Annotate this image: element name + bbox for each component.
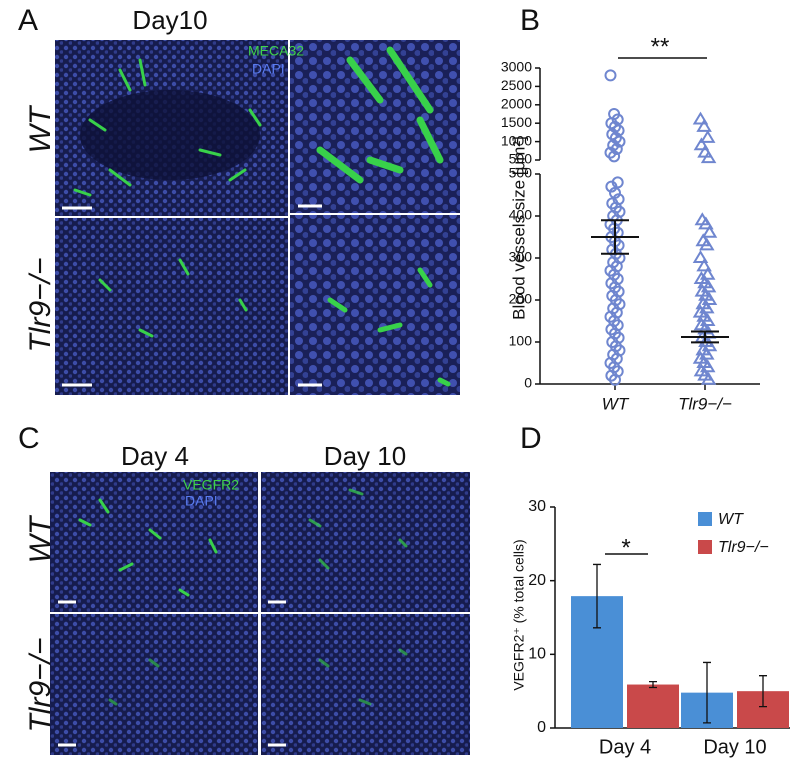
legend-swatch: [698, 540, 712, 554]
data-point: [612, 124, 625, 137]
y-tick-label: 100: [509, 333, 533, 349]
data-point: [608, 150, 621, 163]
panel-label: D: [520, 422, 542, 455]
y-tick-label: 30: [528, 498, 546, 515]
panel-title: Day10: [132, 5, 207, 35]
y-tick-label: 0: [524, 375, 532, 391]
x-tick-label: Day 10: [703, 736, 766, 758]
data-point: [699, 359, 716, 373]
data-point: [701, 292, 718, 305]
data-point: [693, 137, 710, 151]
y-tick-label: 500: [509, 151, 533, 167]
y-axis-label: VEGFR2⁺ (% total cells): [511, 539, 527, 690]
panel-label: C: [18, 422, 40, 455]
stain-label: MECA32: [248, 43, 304, 59]
data-point: [604, 146, 617, 159]
data-point: [699, 266, 716, 280]
data-point: [699, 346, 715, 360]
data-point: [692, 111, 709, 125]
data-point: [699, 300, 715, 314]
row-label: Tlr9−/−: [24, 257, 57, 352]
data-point: [700, 371, 717, 385]
row-label: Tlr9−/−: [24, 637, 57, 732]
data-point: [701, 224, 718, 238]
y-tick-label: 2500: [501, 77, 532, 93]
y-tick-label: 400: [509, 207, 533, 223]
stain-label: DAPI: [185, 493, 218, 509]
y-tick-label: 500: [509, 165, 533, 181]
data-point: [696, 258, 712, 272]
micrographs-a: [55, 40, 460, 395]
data-point: [696, 118, 712, 132]
y-tick-label: 10: [528, 646, 546, 663]
y-axis-label: Blood vessels size [μm²]: [509, 136, 528, 320]
y-tick-label: 200: [509, 291, 533, 307]
stain-label: DAPI: [252, 61, 285, 77]
y-tick-label: 0: [537, 719, 546, 736]
significance: **: [651, 33, 670, 60]
bar: [627, 684, 679, 728]
row-label: WT: [24, 104, 57, 153]
error-bar: [703, 661, 711, 724]
data-point: [700, 279, 717, 293]
data-point: [609, 131, 622, 144]
y-tick-label: 2000: [501, 96, 532, 112]
legend-label: WT: [718, 511, 744, 528]
data-point: [700, 150, 717, 164]
y-tick-label: 300: [509, 249, 533, 265]
data-point: [607, 139, 620, 152]
panel-label: A: [18, 4, 38, 37]
error-bar: [691, 330, 719, 344]
data-point: [610, 142, 623, 155]
column-label: Day 4: [121, 441, 189, 471]
data-point: [699, 129, 716, 143]
y-tick-label: 3000: [501, 59, 532, 75]
legend-label: Tlr9−/−: [718, 539, 769, 556]
y-tick-label: 20: [528, 572, 546, 589]
y-tick-label: 1500: [501, 114, 532, 130]
data-point: [609, 373, 621, 386]
data-point: [609, 186, 621, 199]
error-bar: [601, 219, 629, 255]
data-point: [605, 180, 618, 193]
column-label: Day 10: [324, 441, 406, 471]
y-tick-label: 1000: [501, 132, 532, 148]
data-point: [606, 128, 619, 141]
data-point: [698, 216, 714, 230]
legend-swatch: [698, 512, 712, 526]
data-point: [692, 250, 709, 263]
data-point: [613, 135, 626, 148]
data-point: [609, 120, 621, 133]
error-bar: [593, 563, 601, 629]
data-point: [699, 237, 715, 251]
error-bar: [759, 675, 767, 708]
panel-label: B: [520, 4, 540, 37]
data-point: [604, 69, 617, 82]
error-bar: [649, 680, 657, 689]
data-point: [605, 117, 618, 130]
row-label: WT: [24, 514, 57, 563]
significance: *: [621, 534, 630, 561]
data-point: [701, 338, 718, 352]
x-tick-label: Day 4: [599, 736, 651, 758]
data-point: [611, 113, 624, 126]
x-tick-label: Tlr9−/−: [678, 394, 732, 413]
data-point: [699, 313, 716, 326]
x-tick-label: WT: [602, 394, 630, 413]
stain-label: VEGFR2: [183, 477, 239, 493]
micrographs-c: [50, 472, 470, 755]
